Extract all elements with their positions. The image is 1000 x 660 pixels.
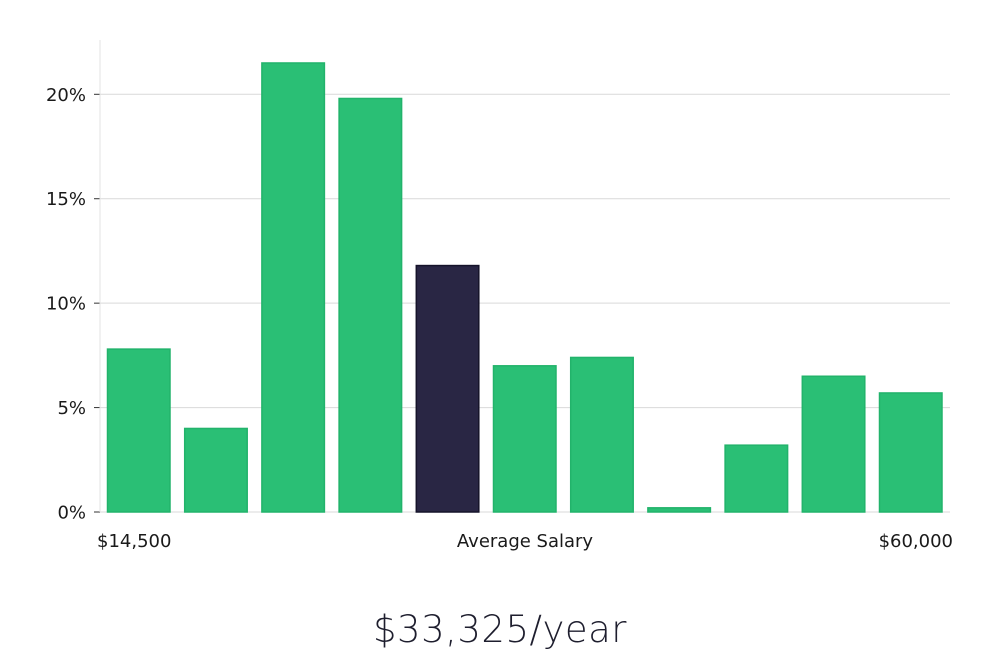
salary-histogram: 0% 5% 10% 15% 20% $14,500 Average Salary $60… xyxy=(46,40,953,552)
bar xyxy=(647,507,712,513)
bar xyxy=(569,356,634,513)
y-tick-label: 15% xyxy=(46,189,86,210)
y-tick-label: 5% xyxy=(57,398,86,419)
bar xyxy=(492,365,557,513)
bars xyxy=(106,62,943,513)
bar xyxy=(106,348,171,513)
y-tick-label: 0% xyxy=(57,503,86,524)
x-axis-title: Average Salary xyxy=(457,531,594,552)
x-end-label: $60,000 xyxy=(879,531,953,552)
bar-highlighted xyxy=(415,264,480,513)
bar xyxy=(338,97,403,513)
x-start-label: $14,500 xyxy=(97,531,171,552)
bar xyxy=(183,427,248,513)
y-axis-ticks: 0% 5% 10% 15% 20% xyxy=(46,85,100,524)
average-salary-readout: $33,325/year xyxy=(372,608,627,651)
y-tick-label: 10% xyxy=(46,294,86,315)
bar xyxy=(878,392,943,513)
bar xyxy=(261,62,326,513)
y-tick-label: 20% xyxy=(46,85,86,106)
bar xyxy=(724,444,789,513)
bar xyxy=(801,375,866,513)
